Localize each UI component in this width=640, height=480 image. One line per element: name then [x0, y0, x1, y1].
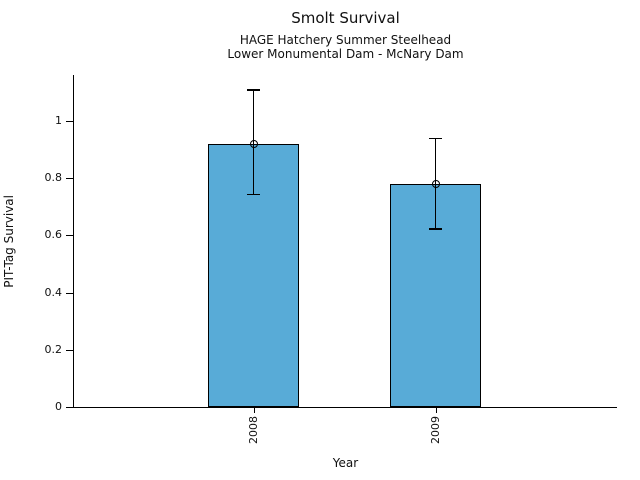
y-tick-mark — [66, 407, 73, 408]
y-tick-label: 0 — [55, 400, 62, 413]
error-cap-bottom-2008 — [247, 193, 260, 196]
y-tick-label: 0.6 — [44, 228, 63, 241]
x-tick-mark — [254, 408, 255, 413]
y-tick-mark — [66, 350, 73, 351]
y-axis-label: PIT-Tag Survival — [1, 194, 16, 288]
y-tick-mark — [66, 178, 73, 179]
y-tick-label: 1 — [55, 114, 62, 127]
y-tick-label: 0.4 — [44, 286, 63, 299]
y-tick-mark — [66, 235, 73, 236]
x-axis-label: Year — [332, 456, 359, 470]
error-cap-bottom-2009 — [429, 228, 442, 230]
x-tick-label: 2008 — [247, 416, 260, 444]
chart-title: Smolt Survival — [291, 9, 400, 27]
y-axis-label-container: PIT-Tag Survival — [1, 75, 17, 407]
x-tick-mark — [436, 408, 437, 413]
point-marker-2008 — [249, 139, 258, 148]
error-cap-top-2009 — [429, 137, 442, 140]
y-tick-label: 0.2 — [44, 343, 63, 356]
y-tick-mark — [66, 121, 73, 122]
y-tick-label: 0.8 — [44, 171, 63, 184]
chart-subtitle-line2: Lower Monumental Dam - McNary Dam — [227, 47, 464, 61]
y-tick-mark — [66, 293, 73, 294]
error-cap-top-2008 — [247, 89, 260, 91]
plot-area — [73, 75, 617, 408]
point-marker-2009 — [431, 179, 440, 188]
x-tick-label: 2009 — [429, 416, 442, 444]
chart-subtitle-line1: HAGE Hatchery Summer Steelhead — [239, 33, 452, 47]
